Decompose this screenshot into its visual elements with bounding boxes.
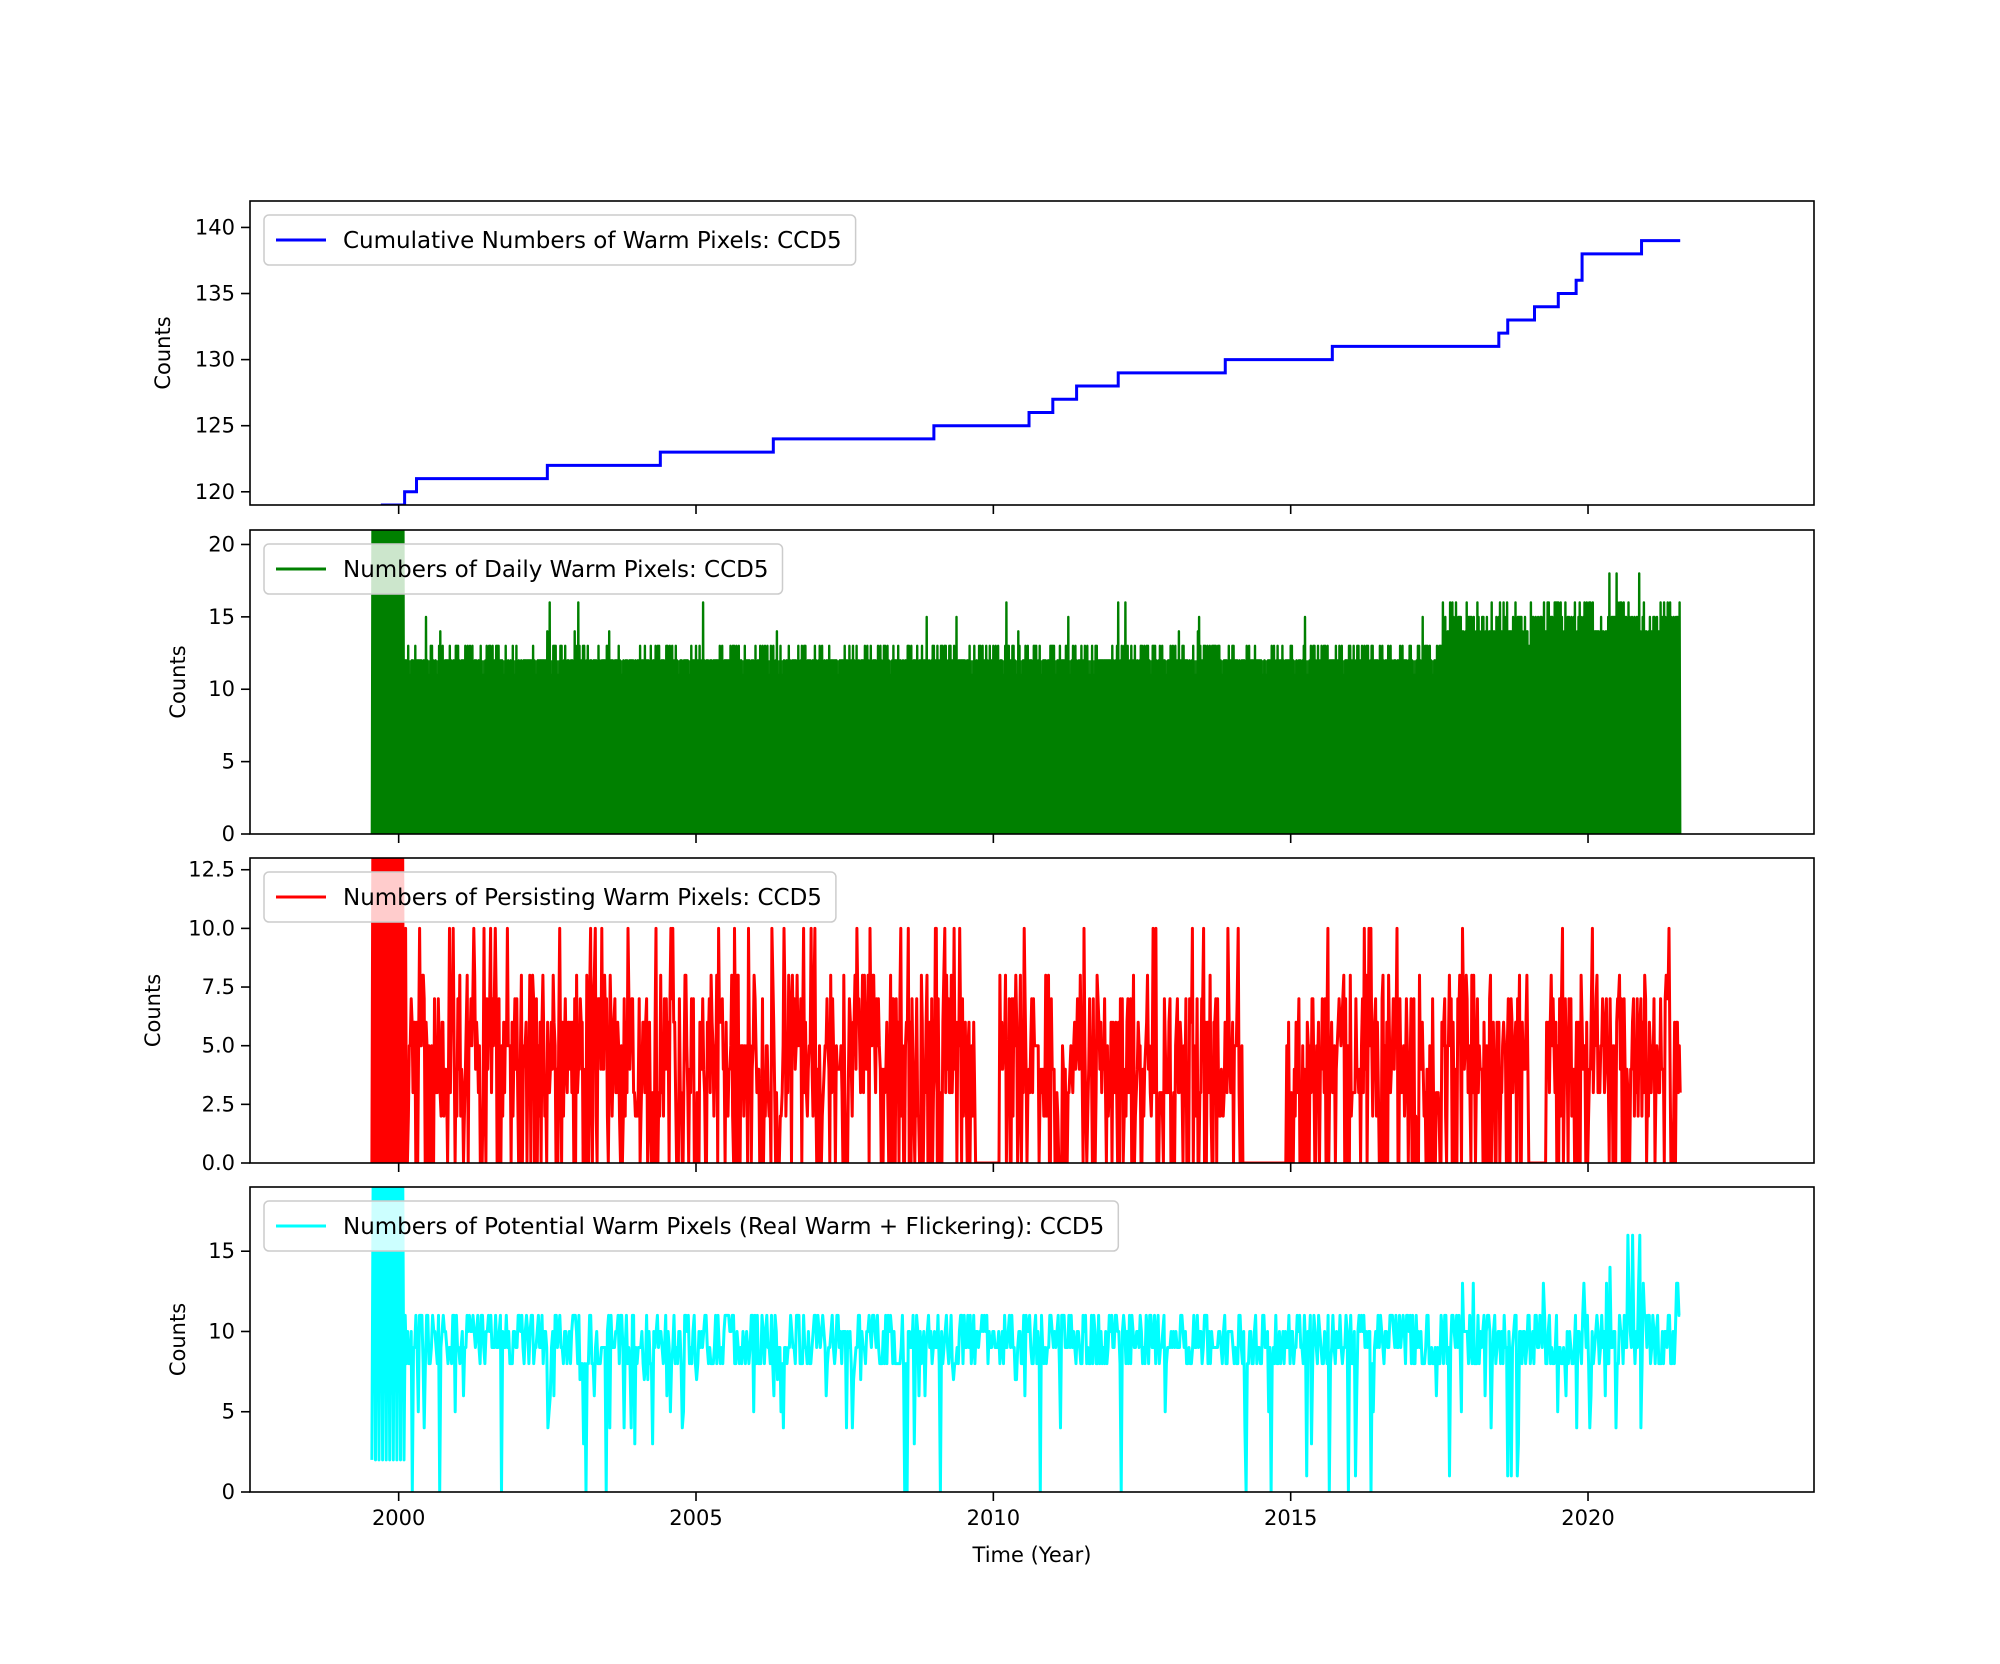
panel-2: 0 5 10 15 20 Counts Numbers of Daily Warm Pixe… bbox=[166, 529, 1815, 846]
y-tick-label: 0.0 bbox=[202, 1151, 235, 1175]
x-tick-label: 2000 bbox=[372, 1506, 425, 1530]
y-axis-label: Counts bbox=[166, 1303, 190, 1376]
legend: Numbers of Persisting Warm Pixels: CCD5 bbox=[263, 871, 837, 923]
x-tick-label: 2010 bbox=[967, 1506, 1020, 1530]
x-tick-label: 2005 bbox=[669, 1506, 722, 1530]
legend-entry: Numbers of Potential Warm Pixels (Real W… bbox=[343, 1214, 1104, 1240]
y-tick-label: 10 bbox=[208, 677, 235, 701]
legend-entry: Numbers of Persisting Warm Pixels: CCD5 bbox=[343, 885, 822, 911]
axes-frame bbox=[249, 200, 1815, 506]
y-tick-label: 0 bbox=[222, 822, 235, 846]
axes-frame bbox=[249, 857, 1815, 1164]
y-tick-label: 5.0 bbox=[202, 1034, 235, 1058]
legend-box bbox=[263, 543, 784, 595]
y-tick-label: 135 bbox=[195, 282, 235, 306]
panel-1: 120 125 130 135 140 Counts Cumulative Numbers … bbox=[151, 200, 1815, 514]
legend-box bbox=[263, 871, 837, 923]
legend-entry: Numbers of Daily Warm Pixels: CCD5 bbox=[343, 557, 769, 583]
y-tick-label: 130 bbox=[195, 348, 235, 372]
panel-3: 0.0 2.5 5.0 7.5 10.0 12.5 Counts Numbers of Per… bbox=[141, 857, 1815, 1175]
legend-box bbox=[263, 1200, 1120, 1252]
y-tick-label: 5 bbox=[222, 1400, 235, 1424]
series-fill bbox=[371, 660, 1681, 834]
series-line bbox=[380, 239, 1681, 505]
y-tick-label: 15 bbox=[208, 1239, 235, 1263]
y-tick-label: 10 bbox=[208, 1319, 235, 1343]
legend-box bbox=[263, 214, 857, 266]
x-axis-label: Time (Year) bbox=[972, 1543, 1092, 1567]
series-3 bbox=[370, 858, 1682, 1163]
legend: Numbers of Potential Warm Pixels (Real W… bbox=[263, 1200, 1120, 1252]
y-tick-label: 10.0 bbox=[188, 916, 235, 940]
axes-frame bbox=[249, 529, 1815, 835]
panels: 120 125 130 135 140 Counts Cumulative Numbers … bbox=[141, 200, 1815, 1567]
y-tick-label: 0 bbox=[222, 1480, 235, 1504]
legend: Cumulative Numbers of Warm Pixels: CCD5 bbox=[263, 214, 857, 266]
y-axis-label: Counts bbox=[151, 316, 175, 389]
y-axis-label: Counts bbox=[166, 645, 190, 718]
series-line bbox=[370, 1187, 1681, 1492]
y-tick-label: 125 bbox=[195, 414, 235, 438]
y-tick-label: 120 bbox=[195, 480, 235, 504]
axes-frame bbox=[249, 1186, 1815, 1493]
x-tick-label: 2020 bbox=[1561, 1506, 1614, 1530]
y-axis-label: Counts bbox=[141, 974, 165, 1047]
y-tick-label: 12.5 bbox=[188, 858, 235, 882]
legend-entry: Cumulative Numbers of Warm Pixels: CCD5 bbox=[343, 228, 842, 254]
panel-4: 0 5 10 15 2000 2005 2010 2015 2020 Counts Time (Ye… bbox=[166, 1186, 1815, 1567]
series-2 bbox=[370, 530, 1682, 834]
series-4 bbox=[370, 1187, 1681, 1492]
series-line bbox=[370, 858, 1682, 1163]
x-tick-label: 2015 bbox=[1264, 1506, 1317, 1530]
legend: Numbers of Daily Warm Pixels: CCD5 bbox=[263, 543, 784, 595]
y-tick-label: 15 bbox=[208, 605, 235, 629]
y-tick-label: 140 bbox=[195, 215, 235, 239]
series-1 bbox=[380, 239, 1681, 505]
y-tick-label: 2.5 bbox=[202, 1092, 235, 1116]
y-tick-label: 7.5 bbox=[202, 975, 235, 999]
y-tick-label: 5 bbox=[222, 750, 235, 774]
y-tick-label: 20 bbox=[208, 532, 235, 556]
